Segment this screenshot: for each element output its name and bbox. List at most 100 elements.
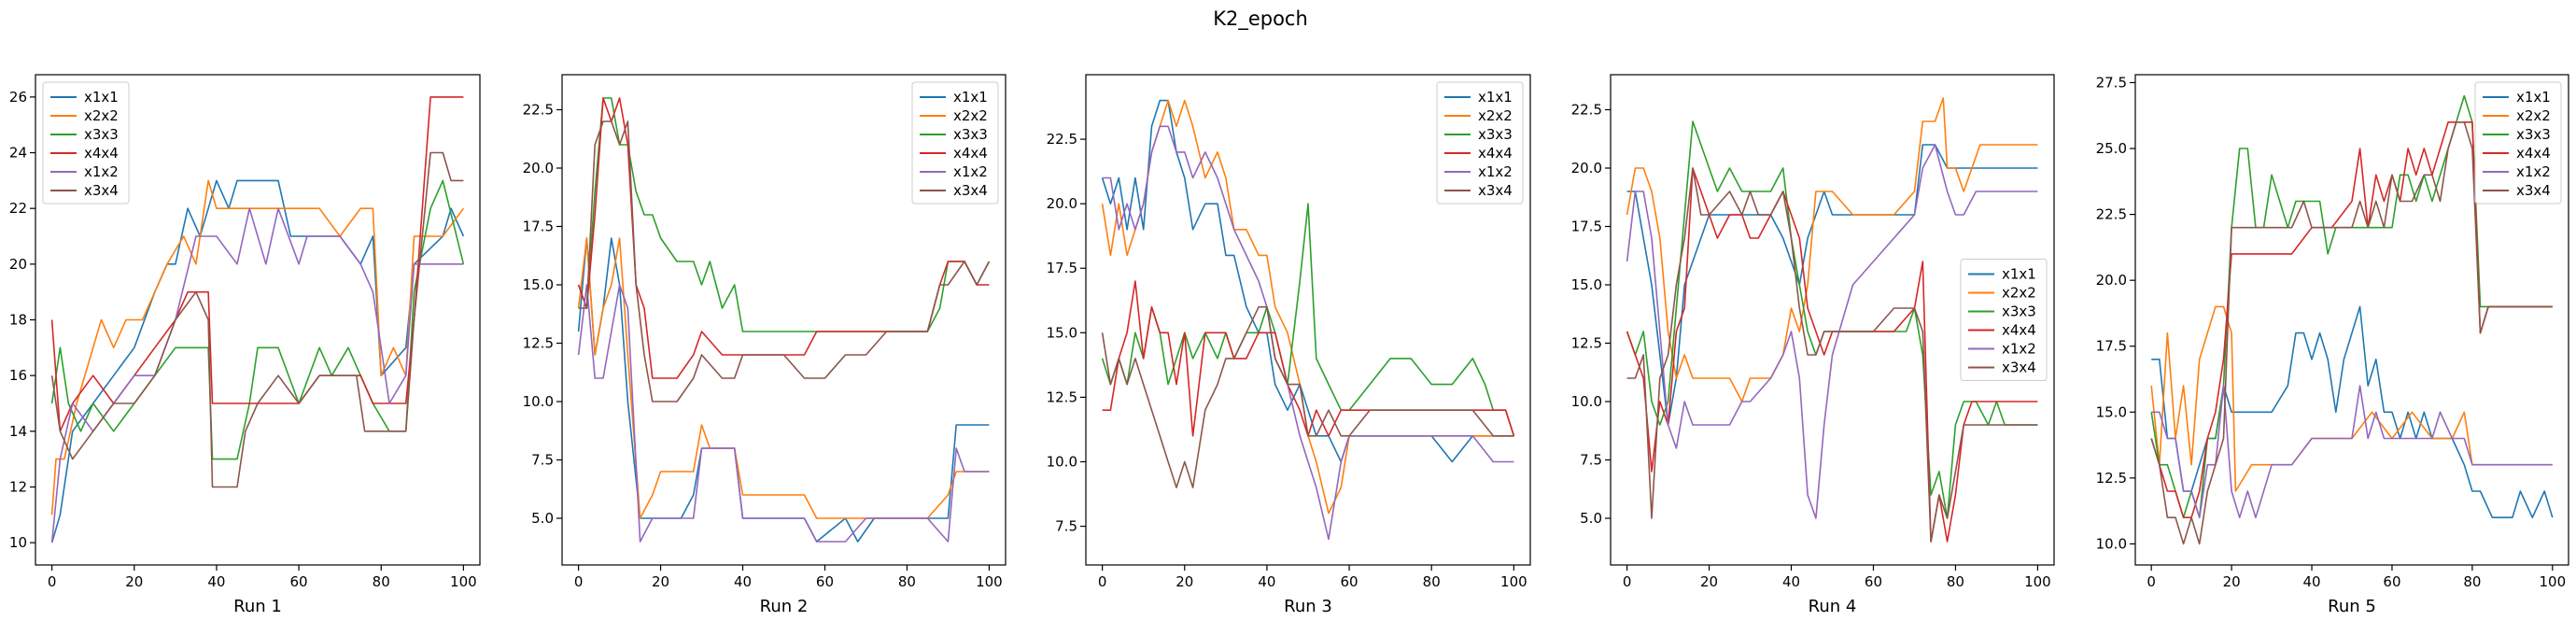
y-tick-label: 10.0 — [523, 393, 554, 410]
legend-label: x1x2 — [953, 163, 988, 180]
x-tick-label: 100 — [2024, 573, 2051, 590]
x-tick: 40 — [2302, 565, 2321, 590]
series-line-x4x4 — [1626, 167, 2038, 543]
x-tick-label: 80 — [1423, 573, 1441, 590]
y-tick: 15.0 — [1571, 276, 1611, 293]
legend-label: x3x4 — [1478, 182, 1513, 199]
legend-entry-x2x2: x2x2 — [1968, 285, 2036, 302]
y-tick: 22.5 — [1571, 102, 1611, 119]
y-tick: 17.5 — [1047, 260, 1086, 276]
x-tick-label: 60 — [2383, 573, 2400, 590]
legend-label: x3x3 — [2002, 303, 2036, 320]
legend-label: x1x2 — [2516, 163, 2551, 180]
y-tick: 5.0 — [531, 510, 562, 527]
legend-label: x3x4 — [84, 182, 119, 199]
x-axis-label: Run 4 — [1809, 597, 1857, 616]
legend-entry-x3x4: x3x4 — [920, 182, 988, 199]
y-tick: 12.5 — [2096, 470, 2135, 487]
legend-label: x2x2 — [84, 107, 119, 124]
legend-label: x1x2 — [84, 163, 119, 180]
x-tick: 60 — [290, 565, 308, 590]
legend-entry-x4x4: x4x4 — [920, 145, 988, 162]
y-tick: 15.0 — [1047, 324, 1086, 341]
x-tick: 60 — [1865, 565, 1882, 590]
legend-label: x1x2 — [1478, 163, 1513, 180]
x-tick: 20 — [125, 565, 143, 590]
y-tick: 22.5 — [2096, 206, 2135, 223]
x-tick-label: 40 — [2302, 573, 2320, 590]
y-tick: 7.5 — [531, 452, 562, 469]
x-tick-label: 20 — [1175, 573, 1193, 590]
subplot-run-2: 0 20 40 60 80 100 5.0 7.5 10.0 12.5 15.0 17.5 20.0 22… — [523, 74, 1006, 616]
y-tick-label: 22 — [9, 200, 27, 217]
x-tick: 100 — [1500, 565, 1527, 590]
legend-label: x1x1 — [2002, 266, 2036, 283]
x-tick-label: 60 — [290, 573, 308, 590]
legend-entry-x3x3: x3x3 — [920, 126, 988, 143]
legend-entry-x3x4: x3x4 — [1968, 360, 2036, 376]
legend-label: x4x4 — [2002, 322, 2036, 339]
x-tick-label: 100 — [450, 573, 477, 590]
legend-label: x3x4 — [2516, 182, 2551, 199]
y-tick: 22.5 — [523, 102, 562, 119]
x-tick: 100 — [2024, 565, 2051, 590]
y-tick-label: 10 — [9, 534, 27, 551]
legend-label: x3x4 — [953, 182, 988, 199]
legend-entry-x1x2: x1x2 — [2483, 163, 2551, 180]
legend-label: x4x4 — [84, 145, 119, 162]
y-tick: 20.0 — [2096, 272, 2135, 289]
x-tick: 40 — [207, 565, 225, 590]
series-line-x1x2 — [2151, 385, 2553, 518]
y-tick: 16 — [9, 367, 35, 384]
y-tick-label: 17.5 — [2096, 338, 2127, 355]
y-tick-label: 10.0 — [1571, 393, 1602, 410]
x-tick: 80 — [2463, 565, 2481, 590]
y-tick: 12 — [9, 478, 35, 495]
y-tick-label: 7.5 — [531, 452, 554, 469]
legend-entry-x1x1: x1x1 — [920, 89, 988, 106]
x-tick-label: 0 — [48, 573, 57, 590]
y-tick-label: 25.0 — [2096, 140, 2127, 157]
y-tick: 15.0 — [2096, 403, 2135, 420]
x-tick: 80 — [1423, 565, 1441, 590]
y-tick: 25.0 — [2096, 140, 2135, 157]
x-tick-label: 40 — [207, 573, 225, 590]
x-tick-label: 0 — [574, 573, 584, 590]
x-tick-label: 0 — [2147, 573, 2156, 590]
legend-entry-x3x3: x3x3 — [1444, 126, 1513, 143]
legend-entry-x3x4: x3x4 — [2483, 182, 2551, 199]
x-tick: 60 — [1341, 565, 1358, 590]
x-tick: 100 — [976, 565, 1003, 590]
y-tick: 12.5 — [1571, 335, 1611, 352]
y-tick: 18 — [9, 312, 35, 329]
y-tick-label: 24 — [9, 145, 27, 162]
x-tick-label: 20 — [1700, 573, 1718, 590]
y-tick-label: 7.5 — [1580, 452, 1602, 469]
y-tick-label: 12 — [9, 478, 27, 495]
x-tick-label: 40 — [1258, 573, 1275, 590]
series-line-x1x2 — [1626, 144, 2038, 519]
legend-label: x4x4 — [953, 145, 988, 162]
y-tick: 12.5 — [523, 335, 562, 352]
y-tick: 7.5 — [1580, 452, 1611, 469]
legend-entry-x1x2: x1x2 — [1444, 163, 1513, 180]
y-tick: 20 — [9, 256, 35, 273]
x-tick-label: 0 — [1623, 573, 1632, 590]
legend-entry-x1x1: x1x1 — [2483, 89, 2551, 106]
series-line-x3x4 — [50, 151, 464, 488]
legend-entry-x4x4: x4x4 — [1968, 322, 2036, 339]
y-tick: 14 — [9, 423, 35, 440]
legend-box — [42, 81, 130, 205]
y-tick-label: 20.0 — [2096, 272, 2127, 289]
series-line-x1x2 — [577, 284, 990, 543]
x-tick: 20 — [1175, 565, 1193, 590]
x-tick-label: 20 — [2223, 573, 2241, 590]
y-tick: 10.0 — [1047, 453, 1086, 470]
subplot-run-3: 0 20 40 60 80 100 7.5 10.0 12.5 15.0 17.5 20.0 22.5 R… — [1047, 74, 1531, 616]
y-tick: 5.0 — [1580, 510, 1611, 527]
x-tick: 20 — [2223, 565, 2241, 590]
